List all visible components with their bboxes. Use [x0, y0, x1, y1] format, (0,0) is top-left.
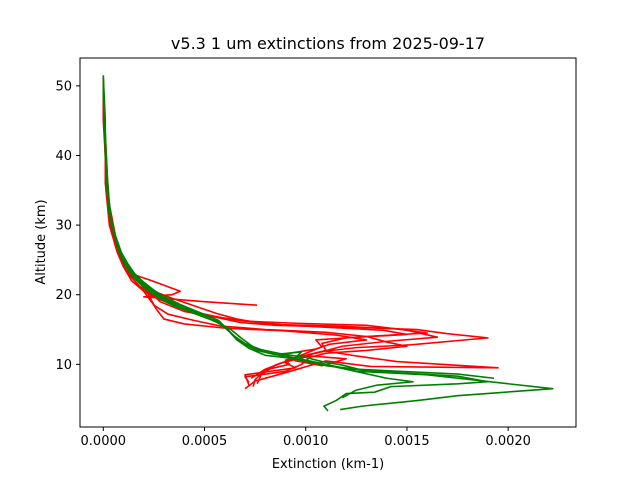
extinction-profile-line-9	[102, 78, 554, 411]
extinction-profile-line-7	[102, 96, 439, 385]
extinction-profile-line-10	[102, 85, 414, 399]
extinction-profile-line-1	[102, 75, 429, 386]
y-tick-label: 30	[55, 219, 72, 234]
x-tick-label: 0.0005	[182, 434, 228, 449]
extinction-profile-line-5	[102, 89, 499, 390]
y-tick-label: 10	[55, 358, 72, 373]
x-tick-label: 0.0015	[384, 434, 430, 449]
plot-lines	[102, 75, 554, 412]
y-tick-label: 20	[55, 288, 72, 303]
extinction-profile-line-12	[102, 92, 367, 373]
y-axis-ticks: 10 20 30 40 50	[55, 79, 80, 373]
plot-area-frame	[79, 57, 577, 428]
y-tick-label: 50	[55, 79, 72, 94]
x-tick-label: 0.0000	[81, 434, 127, 449]
chart-title: v5.3 1 um extinctions from 2025-09-17	[171, 34, 485, 53]
x-tick-label: 0.0020	[485, 434, 531, 449]
x-axis-ticks: 0.0000 0.0005 0.0010 0.0015 0.0020	[81, 427, 531, 449]
extinction-profile-line-11	[102, 89, 495, 380]
y-axis-label: Altitude (km)	[34, 199, 49, 284]
extinction-profile-line-4	[102, 85, 408, 383]
y-tick-label: 40	[55, 149, 72, 164]
x-tick-label: 0.0010	[283, 434, 329, 449]
x-axis-label: Extinction (km-1)	[272, 457, 384, 472]
